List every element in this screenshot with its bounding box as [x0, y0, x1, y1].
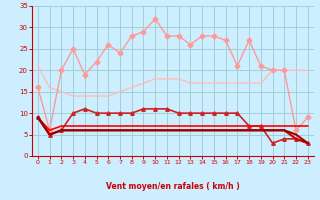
X-axis label: Vent moyen/en rafales ( km/h ): Vent moyen/en rafales ( km/h ) — [106, 182, 240, 191]
